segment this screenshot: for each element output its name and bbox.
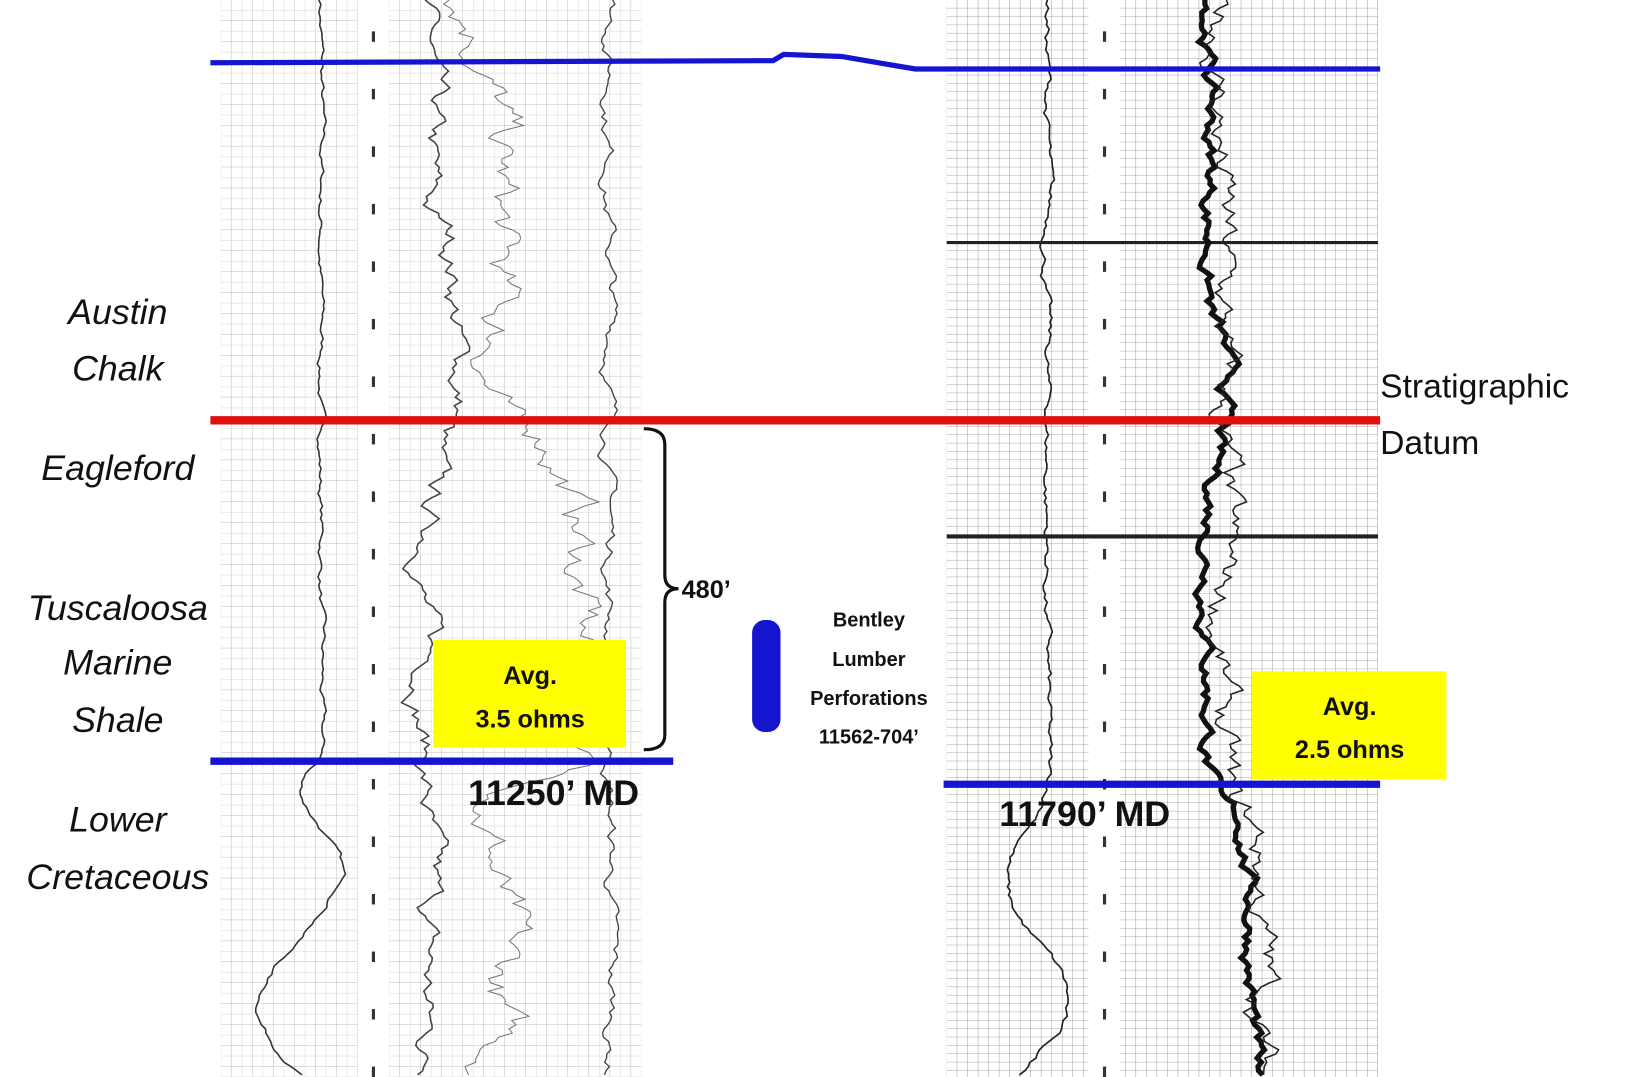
diagram: 480’ Bentley Lumber Perforations 11562-704’… xyxy=(0,0,1641,1077)
formation-label: Chalk xyxy=(72,349,166,389)
perforation-interval xyxy=(752,620,780,732)
average-label: 3.5 ohms xyxy=(475,706,584,734)
page: 480’ Bentley Lumber Perforations 11562-704’… xyxy=(0,0,1641,1077)
perforation-label: Bentley xyxy=(833,609,905,631)
left-depth-label: 11250’ MD xyxy=(468,773,639,813)
formation-label: Shale xyxy=(72,700,163,740)
formation-label: Marine xyxy=(63,643,172,683)
datum-label: Datum xyxy=(1380,425,1479,462)
left-log xyxy=(221,0,642,1077)
thickness-label: 480’ xyxy=(682,576,731,604)
formation-label: Cretaceous xyxy=(26,857,209,897)
datum-label: Stratigraphic xyxy=(1380,368,1569,405)
average-label: Avg. xyxy=(1323,693,1377,721)
formation-label: Lower xyxy=(69,799,169,839)
average-label: Avg. xyxy=(503,662,557,690)
right-log xyxy=(947,0,1378,1077)
thickness-bracket xyxy=(644,429,679,750)
formation-label: Austin xyxy=(66,292,167,332)
perforation-label: 11562-704’ xyxy=(819,726,919,748)
perforation-label: Perforations xyxy=(810,688,928,710)
right-depth-label: 11790’ MD xyxy=(999,794,1170,834)
perforation-label: Lumber xyxy=(832,649,905,671)
formation-label: Tuscaloosa xyxy=(28,588,208,628)
average-label: 2.5 ohms xyxy=(1295,736,1404,764)
perforation-text: Bentley Lumber Perforations 11562-704’ xyxy=(810,609,928,748)
formation-label: Eagleford xyxy=(41,448,195,488)
